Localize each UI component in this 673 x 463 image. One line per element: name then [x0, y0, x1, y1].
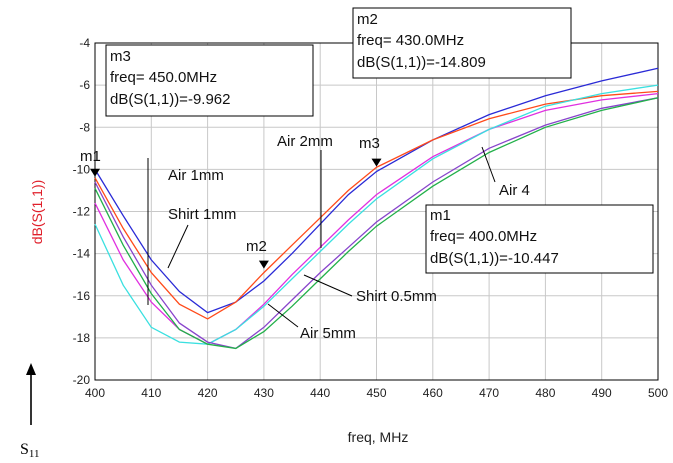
x-tick-label: 480 [535, 386, 555, 400]
marker-m2-triangle [258, 260, 269, 269]
s11-label-base: S [20, 441, 29, 458]
y-tick-label: -10 [73, 162, 91, 176]
x-tick-label: 460 [423, 386, 443, 400]
x-tick-label: 470 [479, 386, 499, 400]
annotation-shirt-1mm: Shirt 1mm [168, 206, 236, 223]
x-tick-label: 450 [366, 386, 386, 400]
marker-triangles [90, 158, 382, 269]
marker-box-m3-name: m3 [110, 48, 131, 65]
marker-label-m1: m1 [80, 148, 101, 165]
marker-box-m1: m1 freq= 400.0MHz dB(S(1,1))=-10.447 [425, 204, 654, 274]
series-line-3 [94, 92, 659, 345]
marker-box-m3-freq: freq= 450.0MHz [110, 69, 217, 86]
x-tick-label: 430 [254, 386, 274, 400]
s11-label: S11 [20, 441, 40, 460]
y-tick-label: -4 [79, 36, 90, 50]
series-lines [94, 67, 659, 350]
x-tick-label: 490 [592, 386, 612, 400]
tick-labels: 400 410 420 430 440 450 460 470 480 490 500 -4 -6 -8 -… [73, 36, 669, 400]
x-axis-label: freq, MHz [348, 429, 409, 445]
x-tick-label: 440 [310, 386, 330, 400]
marker-box-m2-name: m2 [357, 11, 378, 28]
annotation-shirt-05mm: Shirt 0.5mm [356, 288, 437, 305]
leader-air-5mm [267, 303, 299, 328]
marker-box-m3-value: dB(S(1,1))=-9.962 [110, 91, 230, 108]
annotation-air-4: Air 4 [499, 182, 530, 199]
leader-shirt-1mm [167, 224, 189, 269]
y-tick-label: -8 [79, 120, 90, 134]
x-tick-label: 420 [198, 386, 218, 400]
y-axis-label: dB(S(1,1)) [29, 180, 45, 245]
y-tick-label: -16 [73, 289, 91, 303]
marker-m1-triangle [90, 168, 100, 177]
marker-box-m3: m3 freq= 450.0MHz dB(S(1,1))=-9.962 [105, 44, 314, 117]
series-line-1 [94, 67, 659, 314]
marker-label-m2: m2 [246, 238, 267, 255]
annotation-air-1mm: Air 1mm [168, 167, 224, 184]
x-tick-label: 500 [648, 386, 668, 400]
series-line-6 [94, 97, 659, 350]
annotation-air-5mm: Air 5mm [300, 325, 356, 342]
marker-box-m2-freq: freq= 430.0MHz [357, 32, 464, 49]
y-tick-label: -12 [73, 205, 91, 219]
x-tick-label: 410 [141, 386, 161, 400]
marker-m3-triangle [371, 158, 382, 167]
marker-box-m2-value: dB(S(1,1))=-14.809 [357, 54, 486, 71]
marker-box-m1-freq: freq= 400.0MHz [430, 228, 537, 245]
leader-shirt-05mm [303, 274, 353, 297]
leader-air-4 [481, 146, 496, 183]
y-tick-label: -20 [73, 373, 91, 387]
marker-box-m1-value: dB(S(1,1))=-10.447 [430, 250, 559, 267]
y-tick-label: -6 [79, 78, 90, 92]
s11-label-sub: 11 [29, 448, 40, 460]
y-tick-label: -14 [73, 247, 91, 261]
up-arrow-icon [26, 363, 36, 425]
marker-box-m2: m2 freq= 430.0MHz dB(S(1,1))=-14.809 [352, 7, 572, 79]
series-line-5 [94, 97, 659, 350]
annotation-air-2mm: Air 2mm [277, 133, 333, 150]
series-line-2 [94, 90, 659, 320]
marker-box-m1-name: m1 [430, 207, 451, 224]
marker-label-m3: m3 [359, 135, 380, 152]
x-tick-label: 400 [85, 386, 105, 400]
series-line-4 [94, 84, 659, 345]
y-tick-label: -18 [73, 331, 91, 345]
leader-lines [147, 146, 496, 328]
